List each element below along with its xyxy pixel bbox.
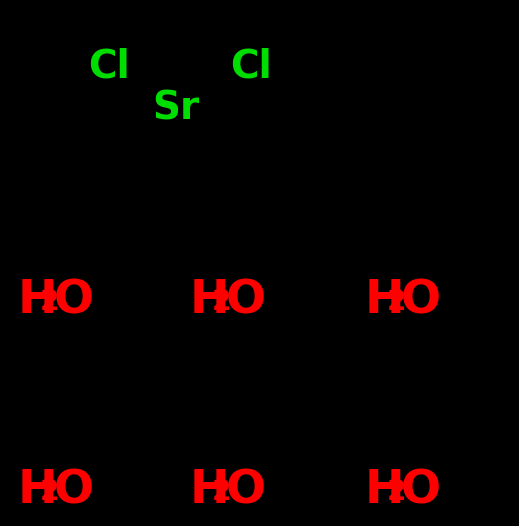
Text: 2: 2 — [40, 478, 59, 506]
Text: 2: 2 — [387, 288, 406, 316]
Text: O: O — [401, 468, 441, 513]
Text: H: H — [18, 278, 58, 323]
Text: H: H — [190, 468, 229, 513]
Text: H: H — [18, 468, 58, 513]
Text: O: O — [226, 468, 266, 513]
Text: O: O — [401, 278, 441, 323]
Text: 2: 2 — [212, 288, 231, 316]
Text: 2: 2 — [40, 288, 59, 316]
Text: 2: 2 — [212, 478, 231, 506]
Text: Cl: Cl — [88, 47, 130, 85]
Text: O: O — [54, 278, 94, 323]
Text: 2: 2 — [387, 478, 406, 506]
Text: H: H — [190, 278, 229, 323]
Text: Sr: Sr — [152, 90, 199, 128]
Text: Cl: Cl — [230, 47, 272, 85]
Text: O: O — [54, 468, 94, 513]
Text: H: H — [365, 278, 405, 323]
Text: H: H — [365, 468, 405, 513]
Text: O: O — [226, 278, 266, 323]
